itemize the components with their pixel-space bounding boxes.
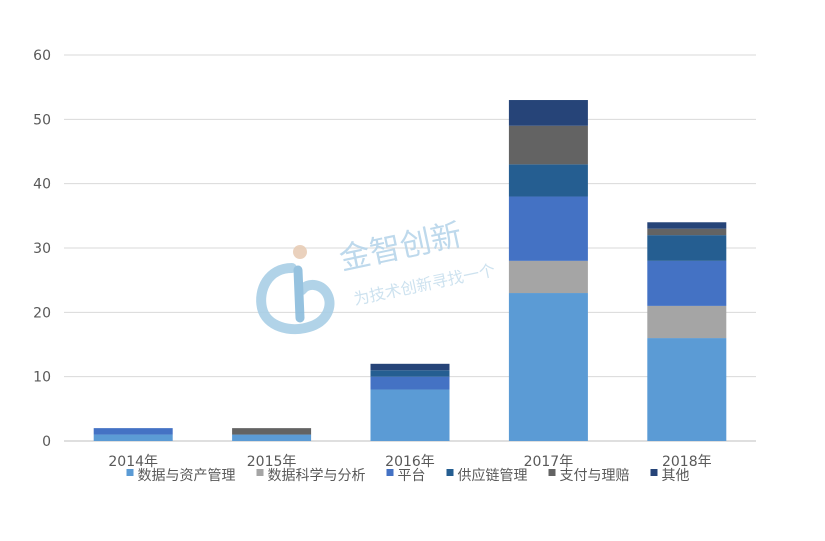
legend-label: 数据科学与分析 bbox=[268, 468, 366, 484]
y-tick-label: 10 bbox=[33, 370, 51, 386]
bar-segment bbox=[647, 228, 727, 236]
legend-swatch bbox=[446, 469, 454, 476]
x-tick-label: 2015年 bbox=[247, 454, 297, 470]
watermark-dot-icon bbox=[293, 245, 307, 259]
x-tick-label: 2016年 bbox=[385, 454, 435, 470]
legend-swatch bbox=[256, 469, 264, 476]
bar-segment bbox=[647, 305, 727, 339]
bar-segment bbox=[508, 196, 588, 261]
y-tick-label: 20 bbox=[33, 305, 51, 321]
y-tick-label: 40 bbox=[33, 177, 51, 193]
y-tick-label: 50 bbox=[33, 112, 51, 128]
bar-segment bbox=[508, 293, 588, 441]
legend: 数据与资产管理 数据科学与分析 平台 供应链管理 支付与理赔 其他 bbox=[126, 467, 690, 484]
gridlines bbox=[64, 54, 756, 442]
x-tick-label: 2014年 bbox=[108, 454, 158, 470]
bar-segment bbox=[93, 428, 173, 435]
legend-swatch bbox=[548, 469, 556, 476]
x-axis: 2014年 2015年 2016年 2017年 2018年 bbox=[108, 454, 711, 470]
legend-label: 供应链管理 bbox=[458, 467, 528, 484]
y-axis: 0 10 20 30 40 50 60 bbox=[33, 48, 51, 450]
bar-segment bbox=[370, 363, 450, 371]
bar-segment bbox=[370, 370, 450, 377]
y-tick-label: 60 bbox=[33, 48, 51, 64]
y-tick-label: 30 bbox=[33, 241, 51, 257]
legend-label: 支付与理赔 bbox=[560, 468, 630, 484]
legend-swatch bbox=[126, 469, 134, 476]
legend-label: 数据与资产管理 bbox=[138, 468, 236, 484]
bar-segment bbox=[508, 260, 588, 294]
legend-label: 其他 bbox=[662, 468, 690, 484]
y-tick-label: 0 bbox=[42, 434, 51, 450]
watermark-logo-icon bbox=[256, 263, 335, 335]
legend-swatch bbox=[650, 469, 658, 476]
bars bbox=[93, 100, 727, 441]
x-tick-label: 2017年 bbox=[524, 454, 574, 470]
x-tick-label: 2018年 bbox=[662, 454, 712, 470]
bar-segment bbox=[508, 100, 588, 126]
bar-segment bbox=[232, 434, 312, 441]
bar-segment bbox=[647, 222, 727, 229]
legend-label: 平台 bbox=[398, 468, 426, 484]
bar-segment bbox=[647, 338, 727, 441]
bar-segment bbox=[647, 260, 727, 306]
watermark-title: 金智创新 bbox=[336, 217, 465, 278]
bar-segment bbox=[508, 125, 588, 165]
bar-segment bbox=[93, 434, 173, 441]
bar-segment bbox=[508, 164, 588, 197]
legend-swatch bbox=[386, 469, 394, 476]
bar-segment bbox=[370, 389, 450, 441]
bar-segment bbox=[370, 376, 450, 390]
bar-segment bbox=[647, 235, 727, 261]
bar-segment bbox=[232, 428, 312, 435]
